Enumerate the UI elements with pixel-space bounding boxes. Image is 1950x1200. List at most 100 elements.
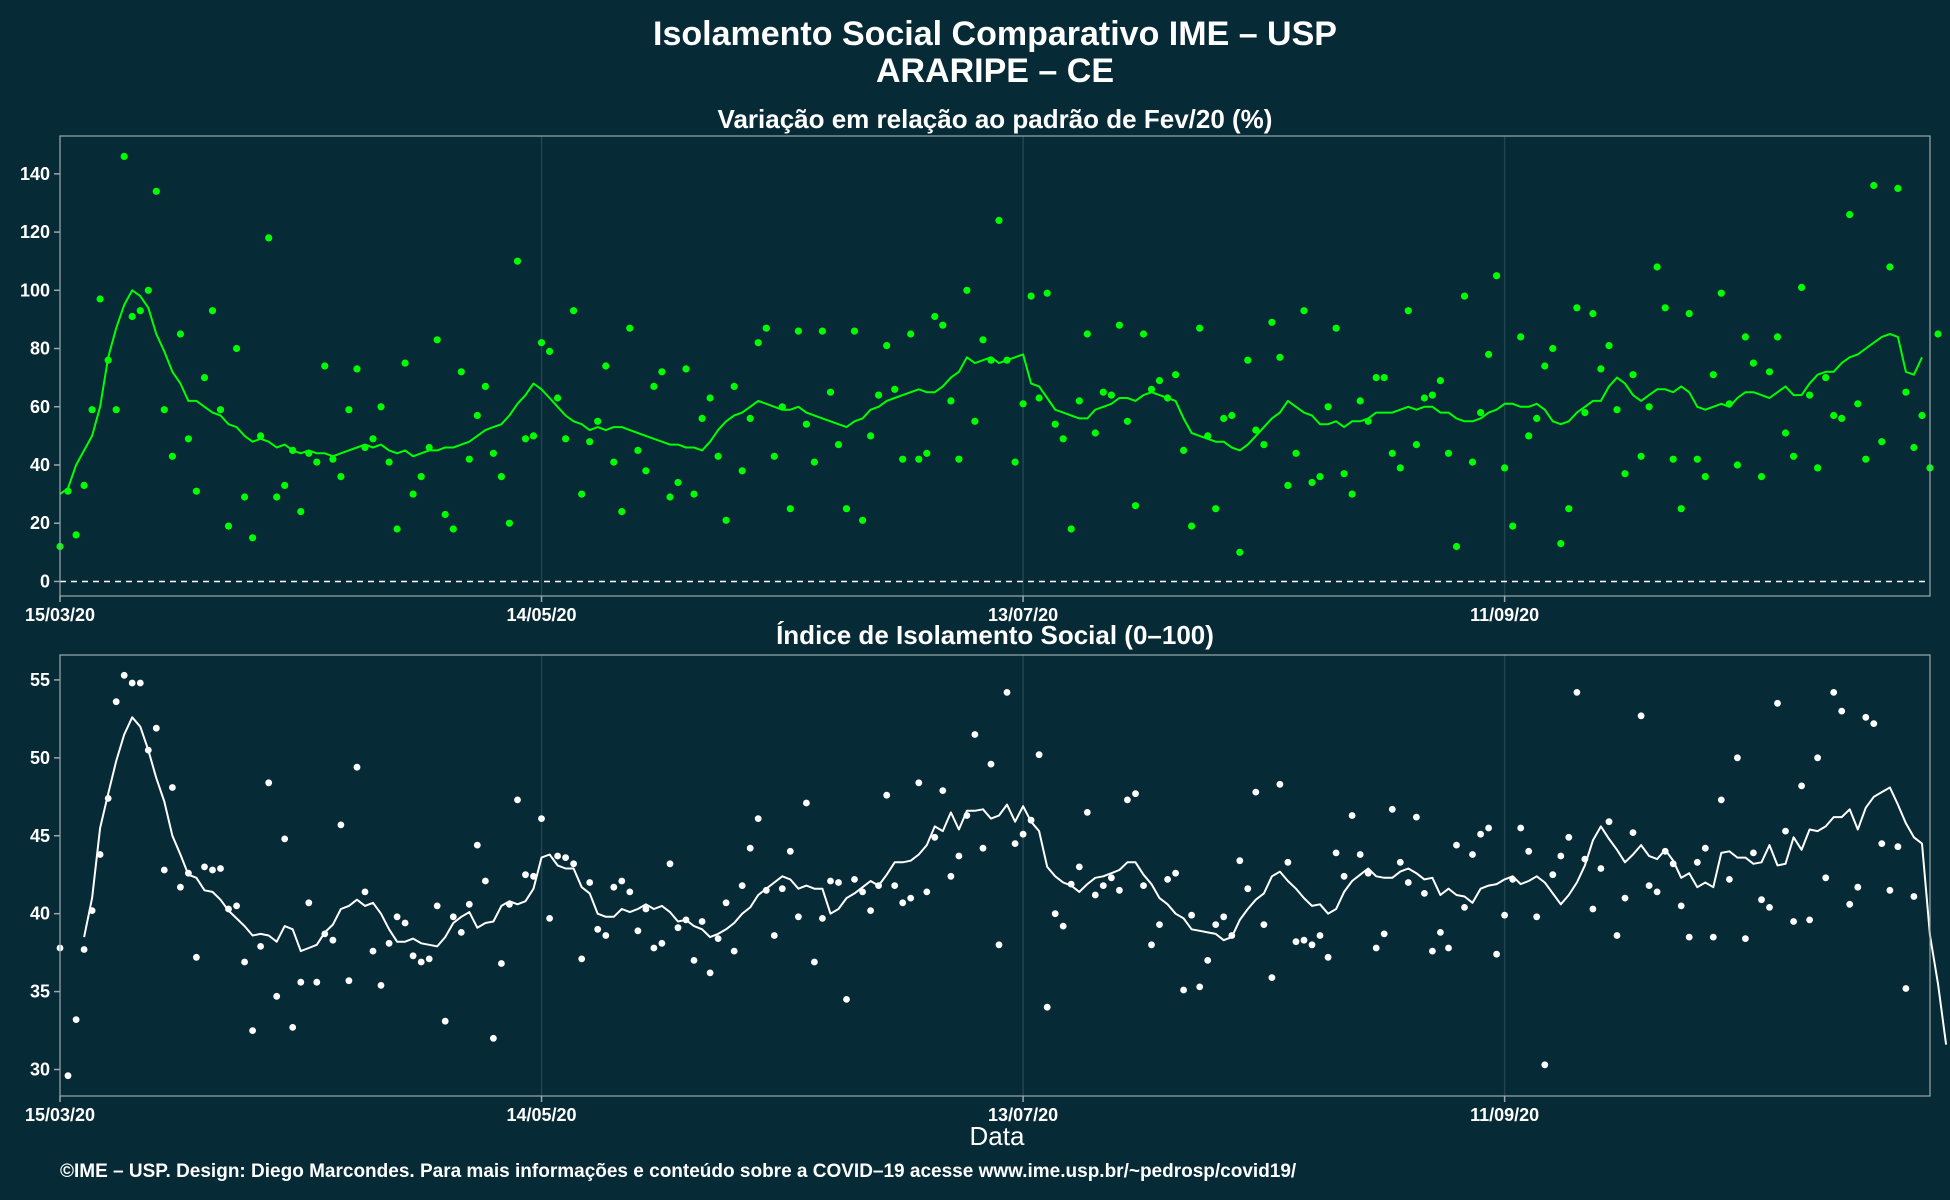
data-point bbox=[602, 362, 610, 370]
data-point bbox=[891, 385, 899, 393]
data-point bbox=[1188, 911, 1195, 919]
data-point bbox=[1469, 851, 1476, 858]
y-tick-label: 40 bbox=[30, 455, 50, 475]
data-point bbox=[136, 307, 144, 315]
data-point bbox=[1292, 938, 1300, 946]
data-point bbox=[1212, 921, 1220, 928]
data-point bbox=[570, 860, 577, 868]
data-point bbox=[1517, 333, 1525, 341]
data-point bbox=[1557, 852, 1565, 860]
data-point bbox=[530, 872, 537, 880]
data-point bbox=[1091, 891, 1099, 899]
data-point bbox=[690, 957, 698, 964]
data-point bbox=[80, 946, 88, 953]
data-point bbox=[1123, 417, 1131, 425]
data-point bbox=[1605, 818, 1613, 826]
data-point bbox=[305, 899, 313, 907]
data-point bbox=[843, 996, 850, 1003]
data-point bbox=[1717, 289, 1725, 297]
data-point bbox=[722, 899, 730, 907]
data-point bbox=[1139, 330, 1148, 338]
data-point bbox=[1180, 446, 1188, 454]
data-point bbox=[1404, 307, 1412, 315]
data-point bbox=[1188, 522, 1196, 530]
data-point bbox=[249, 1027, 256, 1034]
data-point bbox=[168, 452, 176, 460]
data-point bbox=[610, 883, 618, 891]
data-point bbox=[1284, 858, 1292, 866]
data-point bbox=[834, 441, 843, 449]
data-point bbox=[72, 531, 80, 539]
data-point bbox=[80, 481, 88, 489]
data-point bbox=[995, 941, 1003, 949]
data-point bbox=[1742, 935, 1749, 942]
data-point bbox=[738, 467, 746, 475]
data-point bbox=[1886, 263, 1894, 271]
data-point bbox=[465, 455, 473, 463]
x-tick-label: 13/07/20 bbox=[988, 605, 1058, 625]
data-point bbox=[1196, 324, 1204, 332]
data-point bbox=[1083, 809, 1091, 816]
data-point bbox=[1437, 929, 1444, 936]
data-point bbox=[176, 330, 184, 338]
data-point bbox=[979, 336, 987, 344]
data-point bbox=[1228, 411, 1236, 420]
data-point bbox=[658, 939, 666, 947]
data-point bbox=[795, 913, 802, 921]
data-point bbox=[498, 960, 505, 967]
data-point bbox=[859, 888, 866, 896]
data-point bbox=[1035, 751, 1043, 759]
data-point bbox=[883, 342, 891, 350]
data-point bbox=[120, 152, 128, 160]
data-point bbox=[353, 763, 361, 771]
data-point bbox=[1838, 414, 1846, 422]
data-point bbox=[1396, 464, 1404, 472]
data-point bbox=[1934, 330, 1942, 338]
data-point bbox=[1332, 849, 1340, 857]
data-point bbox=[249, 534, 257, 542]
x-tick-label: 11/09/20 bbox=[1470, 605, 1539, 625]
data-point bbox=[1726, 876, 1733, 883]
data-point bbox=[1059, 435, 1067, 443]
data-point bbox=[1348, 812, 1356, 819]
data-point bbox=[1172, 371, 1180, 379]
data-point bbox=[1115, 321, 1123, 329]
data-point bbox=[513, 257, 522, 265]
footer-credits: ©IME – USP. Design: Diego Marcondes. Par… bbox=[60, 1161, 1297, 1182]
data-point bbox=[706, 394, 714, 402]
data-point bbox=[1773, 333, 1782, 341]
data-point bbox=[297, 978, 305, 986]
top-panel: 0 20 40 60 80 100 120 140 15/03/20 14/05/20 13/07/… bbox=[20, 135, 1942, 625]
data-point bbox=[1380, 374, 1388, 382]
bottom-panel-title: Índice de Isolamento Social (0–100) bbox=[776, 620, 1214, 650]
data-point bbox=[971, 417, 979, 425]
data-point bbox=[939, 321, 947, 329]
data-point bbox=[1814, 754, 1821, 762]
data-point bbox=[738, 882, 746, 889]
data-point bbox=[345, 406, 353, 414]
data-point bbox=[1685, 933, 1693, 941]
y-tick-label: 80 bbox=[30, 339, 50, 359]
data-point bbox=[1428, 391, 1436, 399]
data-point bbox=[778, 885, 786, 893]
panel-border bbox=[59, 654, 1931, 1097]
data-point bbox=[947, 397, 955, 405]
data-point bbox=[200, 374, 209, 382]
data-point bbox=[1838, 707, 1846, 715]
data-point bbox=[465, 900, 473, 908]
data-point bbox=[1091, 429, 1099, 437]
data-point bbox=[794, 327, 803, 335]
data-point bbox=[1131, 502, 1140, 510]
data-point bbox=[1749, 359, 1757, 367]
data-point bbox=[265, 234, 273, 242]
data-point bbox=[1204, 957, 1212, 964]
data-point bbox=[1316, 932, 1324, 939]
data-point bbox=[433, 336, 441, 344]
data-point bbox=[128, 679, 136, 687]
data-point bbox=[1075, 397, 1083, 405]
data-point bbox=[698, 918, 706, 925]
data-point bbox=[281, 835, 289, 843]
data-point bbox=[1051, 420, 1059, 428]
data-point bbox=[1453, 841, 1460, 849]
data-point bbox=[1677, 902, 1685, 910]
